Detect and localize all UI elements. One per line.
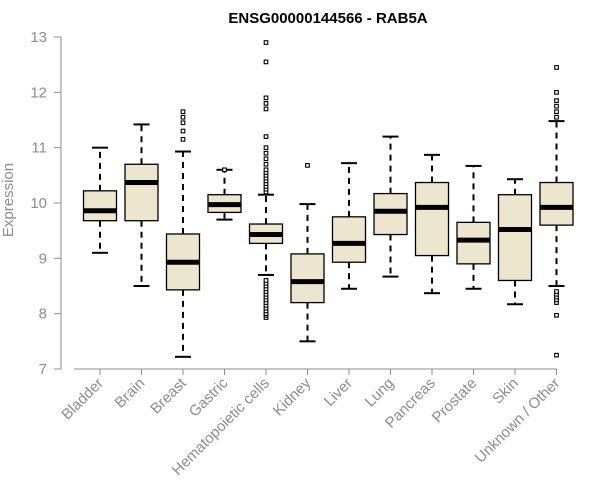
outlier-point xyxy=(263,101,269,106)
outlier-point xyxy=(263,156,269,162)
outlier-point xyxy=(263,150,269,156)
outlier-point xyxy=(554,65,559,70)
box-group xyxy=(165,109,201,358)
box-group xyxy=(248,40,284,320)
y-tick-label: 13 xyxy=(30,29,47,46)
y-tick-label: 9 xyxy=(39,250,47,267)
x-tick-label: Liver xyxy=(321,375,356,410)
iqr-box xyxy=(331,216,367,263)
outlier-point xyxy=(222,167,227,173)
outlier-point xyxy=(554,312,559,318)
y-axis-ticks: 7 8 9 10 11 12 13 xyxy=(30,29,61,378)
iqr-box xyxy=(82,190,118,222)
y-tick-label: 8 xyxy=(39,306,47,323)
outlier-point xyxy=(180,120,186,126)
x-tick-label: Brain xyxy=(112,375,149,412)
outlier-point xyxy=(263,59,269,65)
outlier-point xyxy=(554,114,559,120)
iqr-box xyxy=(124,163,159,222)
box-group xyxy=(373,135,408,278)
outlier-point xyxy=(554,103,559,109)
box-group xyxy=(539,65,574,358)
outlier-point xyxy=(263,106,269,112)
box-group xyxy=(331,162,367,290)
x-tick-label: Skin xyxy=(489,375,522,408)
outlier-point xyxy=(263,134,269,139)
outlier-point xyxy=(554,352,559,358)
y-tick-label: 7 xyxy=(39,361,47,378)
outlier-point xyxy=(263,95,269,101)
outlier-point xyxy=(180,109,186,115)
iqr-box xyxy=(456,221,491,265)
y-tick-label: 10 xyxy=(30,195,47,212)
outlier-point xyxy=(554,109,559,115)
box-group xyxy=(124,123,159,287)
outlier-point xyxy=(263,167,269,173)
box-series xyxy=(82,40,574,358)
box-group xyxy=(456,164,491,290)
outlier-point xyxy=(554,289,559,294)
box-group xyxy=(290,163,325,343)
outlier-point xyxy=(263,145,269,151)
outlier-point xyxy=(180,114,186,120)
x-tick-label: Bladder xyxy=(58,375,107,424)
y-tick-label: 11 xyxy=(31,140,47,157)
outlier-point xyxy=(180,128,186,134)
y-axis-label: Expression xyxy=(0,163,17,237)
x-tick-label: Breast xyxy=(147,374,190,417)
iqr-box xyxy=(373,192,408,236)
iqr-box xyxy=(414,181,450,257)
outlier-point xyxy=(180,137,186,142)
outlier-point xyxy=(554,89,559,95)
outlier-point xyxy=(305,163,310,168)
iqr-box xyxy=(539,181,574,226)
outlier-point xyxy=(263,40,269,45)
box-group xyxy=(82,146,118,254)
chart-title: ENSG00000144566 - RAB5A xyxy=(228,10,427,27)
y-tick-label: 12 xyxy=(30,84,47,101)
x-tick-label: Prostate xyxy=(429,375,481,427)
x-tick-label: Lung xyxy=(362,375,398,411)
box-group xyxy=(207,167,242,221)
outlier-point xyxy=(263,161,269,167)
iqr-box xyxy=(290,253,325,304)
outlier-point xyxy=(263,278,269,283)
outlier-point xyxy=(554,98,559,103)
box-group xyxy=(414,153,450,295)
iqr-box xyxy=(497,194,533,282)
x-tick-label: Kidney xyxy=(270,374,315,419)
box-group xyxy=(497,178,533,306)
